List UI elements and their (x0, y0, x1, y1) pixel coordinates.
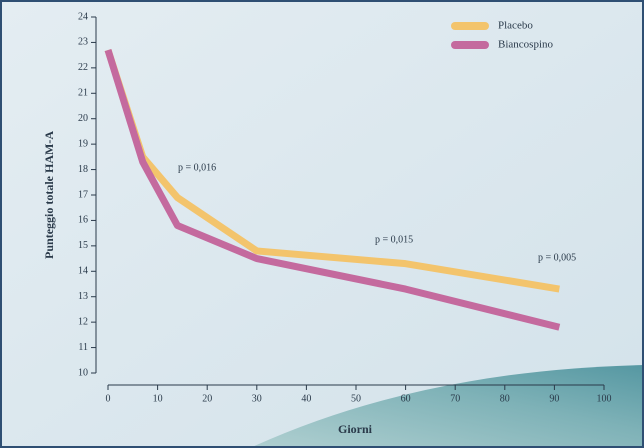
x-tick-label: 80 (500, 393, 510, 404)
annotation: p = 0,016 (178, 162, 216, 173)
y-tick-label: 17 (78, 189, 88, 200)
y-tick-label: 20 (78, 113, 88, 124)
y-tick-label: 14 (78, 266, 88, 277)
y-tick-label: 13 (78, 291, 88, 302)
annotation: p = 0,015 (375, 234, 413, 245)
annotation: p = 0,005 (538, 252, 576, 263)
x-tick-label: 60 (401, 393, 411, 404)
y-tick-label: 22 (78, 62, 88, 73)
y-tick-label: 10 (78, 367, 88, 378)
y-tick-label: 18 (78, 164, 88, 175)
y-tick-label: 16 (78, 215, 88, 226)
x-tick-label: 20 (202, 393, 212, 404)
legend-label: Placebo (498, 20, 533, 32)
x-tick-label: 30 (252, 393, 262, 404)
x-tick-label: 70 (450, 393, 460, 404)
y-tick-label: 21 (78, 88, 88, 99)
y-tick-label: 24 (78, 11, 88, 22)
y-tick-label: 12 (78, 316, 88, 327)
x-tick-label: 0 (106, 393, 111, 404)
series-line (104, 49, 561, 331)
x-tick-label: 10 (153, 393, 163, 404)
x-tick-label: 40 (301, 393, 311, 404)
x-axis-label: Giorni (338, 422, 373, 436)
legend-label: Biancospino (498, 39, 553, 51)
x-tick-label: 90 (549, 393, 559, 404)
y-tick-label: 11 (78, 342, 88, 353)
decor-wave (250, 365, 644, 448)
x-tick-label: 50 (351, 393, 361, 404)
y-tick-label: 23 (78, 37, 88, 48)
y-axis-label: Punteggio totale HAM-A (42, 131, 56, 259)
x-tick-label: 100 (597, 393, 612, 404)
y-tick-label: 15 (78, 240, 88, 251)
y-tick-label: 19 (78, 138, 88, 149)
